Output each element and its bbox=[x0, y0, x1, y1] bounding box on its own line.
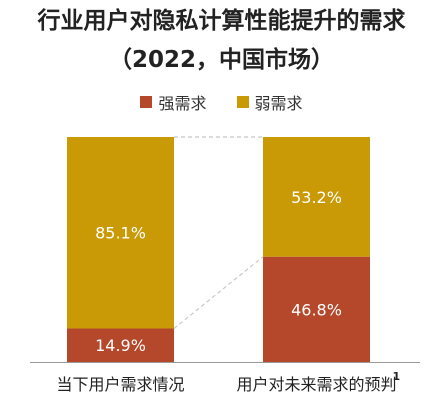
data-label-strong-1: 46.8% bbox=[291, 300, 342, 319]
bar-strong-0 bbox=[67, 328, 174, 362]
data-label-weak-0: 85.1% bbox=[95, 224, 146, 243]
connector-line-boundary bbox=[173, 256, 264, 329]
bar-weak-0 bbox=[67, 137, 174, 329]
legend-item-strong: 强需求 bbox=[140, 90, 207, 114]
chart-title: 行业用户对隐私计算性能提升的需求 bbox=[37, 8, 406, 34]
legend: 强需求 弱需求 bbox=[0, 90, 443, 114]
data-label-weak-1: 53.2% bbox=[291, 188, 342, 207]
data-label-strong-0: 14.9% bbox=[95, 336, 146, 355]
bar-weak-1 bbox=[263, 137, 370, 257]
legend-label-weak: 弱需求 bbox=[254, 94, 303, 113]
chart-subtitle: （2022，中国市场） bbox=[108, 47, 334, 73]
legend-item-weak: 弱需求 bbox=[236, 90, 303, 114]
x-tick-label-1: 用户对未来需求的预判 bbox=[236, 375, 396, 394]
legend-label-strong: 强需求 bbox=[158, 94, 207, 113]
footnote-marker-1: 1 bbox=[393, 370, 401, 383]
x-tick-label-0: 当下用户需求情况 bbox=[56, 375, 184, 394]
bar-strong-1 bbox=[263, 256, 370, 362]
legend-swatch-strong bbox=[140, 96, 153, 108]
legend-swatch-weak bbox=[236, 96, 249, 108]
